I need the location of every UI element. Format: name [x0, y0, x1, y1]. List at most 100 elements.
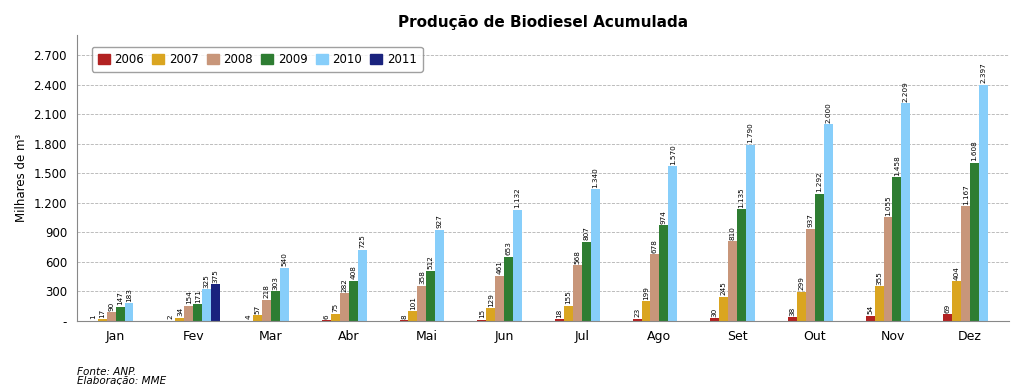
Text: 147: 147 [117, 291, 123, 305]
Bar [513, 209, 522, 321]
Text: 2.397: 2.397 [981, 63, 986, 84]
Text: 1.608: 1.608 [972, 141, 978, 161]
Bar [797, 291, 806, 321]
Text: 678: 678 [652, 239, 658, 253]
Bar [591, 189, 600, 321]
Text: 303: 303 [272, 276, 279, 290]
Text: 54: 54 [867, 305, 873, 314]
Text: 325: 325 [204, 274, 210, 288]
Text: 2.209: 2.209 [903, 81, 909, 102]
Bar [823, 124, 833, 321]
Text: 461: 461 [497, 260, 503, 274]
Bar [194, 304, 202, 321]
Bar [737, 209, 746, 321]
Bar [477, 320, 486, 321]
Text: 282: 282 [341, 278, 347, 292]
Text: 937: 937 [807, 213, 813, 227]
Text: 725: 725 [359, 234, 366, 248]
Bar [719, 297, 728, 321]
Text: 1.570: 1.570 [670, 144, 676, 165]
Text: 183: 183 [126, 288, 132, 301]
Bar [262, 300, 271, 321]
Text: 1.132: 1.132 [514, 187, 520, 208]
Bar [901, 104, 910, 321]
Bar [728, 241, 737, 321]
Bar [893, 177, 901, 321]
Y-axis label: Milhares de m³: Milhares de m³ [15, 134, 28, 222]
Text: 154: 154 [185, 291, 191, 305]
Text: 18: 18 [556, 308, 562, 318]
Bar [486, 308, 496, 321]
Text: 2: 2 [168, 315, 174, 319]
Bar [884, 217, 893, 321]
Bar [943, 314, 952, 321]
Text: 355: 355 [877, 271, 882, 285]
Bar [357, 249, 367, 321]
Bar [322, 320, 331, 321]
Bar [349, 281, 357, 321]
Bar [409, 311, 418, 321]
Bar [116, 306, 125, 321]
Bar [659, 225, 669, 321]
Bar [504, 257, 513, 321]
Bar [97, 319, 106, 321]
Text: 4: 4 [246, 315, 252, 319]
Bar [582, 241, 591, 321]
Text: 90: 90 [109, 301, 114, 311]
Bar [711, 318, 719, 321]
Text: 171: 171 [195, 289, 201, 303]
Bar [418, 286, 426, 321]
Bar [426, 271, 435, 321]
Bar [970, 162, 979, 321]
Bar [572, 265, 582, 321]
Bar [271, 291, 280, 321]
Text: 155: 155 [565, 290, 571, 304]
Bar [125, 303, 133, 321]
Text: 1.340: 1.340 [592, 167, 598, 187]
Text: 568: 568 [574, 250, 581, 264]
Bar [788, 317, 797, 321]
Text: 540: 540 [282, 253, 288, 266]
Text: 404: 404 [953, 266, 959, 280]
Text: 810: 810 [730, 226, 735, 240]
Text: 927: 927 [437, 214, 442, 228]
Bar [331, 314, 340, 321]
Bar [979, 85, 988, 321]
Bar [669, 166, 677, 321]
Bar [746, 145, 755, 321]
Bar [650, 254, 659, 321]
Text: Fonte: ANP.: Fonte: ANP. [77, 367, 136, 377]
Bar [340, 293, 349, 321]
Text: 30: 30 [712, 307, 718, 316]
Text: 2.000: 2.000 [825, 102, 831, 122]
Text: 101: 101 [410, 296, 416, 310]
Bar [184, 306, 194, 321]
Text: 23: 23 [634, 308, 640, 317]
Bar [211, 284, 220, 321]
Text: 1.458: 1.458 [894, 155, 900, 176]
Text: 807: 807 [584, 226, 589, 240]
Bar [175, 318, 184, 321]
Bar [399, 320, 409, 321]
Text: 1.790: 1.790 [748, 122, 754, 143]
Text: 512: 512 [428, 255, 434, 269]
Bar [280, 268, 289, 321]
Text: 1.135: 1.135 [738, 187, 744, 208]
Text: 653: 653 [506, 241, 512, 255]
Bar [202, 289, 211, 321]
Title: Produção de Biodiesel Acumulada: Produção de Biodiesel Acumulada [398, 15, 688, 30]
Bar [962, 206, 970, 321]
Text: 358: 358 [419, 270, 425, 284]
Bar [642, 301, 650, 321]
Bar [806, 229, 815, 321]
Text: 1.055: 1.055 [885, 195, 891, 216]
Text: 1.167: 1.167 [963, 184, 969, 204]
Text: 408: 408 [350, 266, 356, 280]
Text: 8: 8 [401, 314, 407, 319]
Text: 57: 57 [255, 305, 260, 314]
Text: 34: 34 [177, 307, 183, 316]
Text: 17: 17 [99, 309, 105, 318]
Text: 218: 218 [263, 284, 269, 298]
Text: 38: 38 [790, 306, 796, 316]
Bar [865, 316, 874, 321]
